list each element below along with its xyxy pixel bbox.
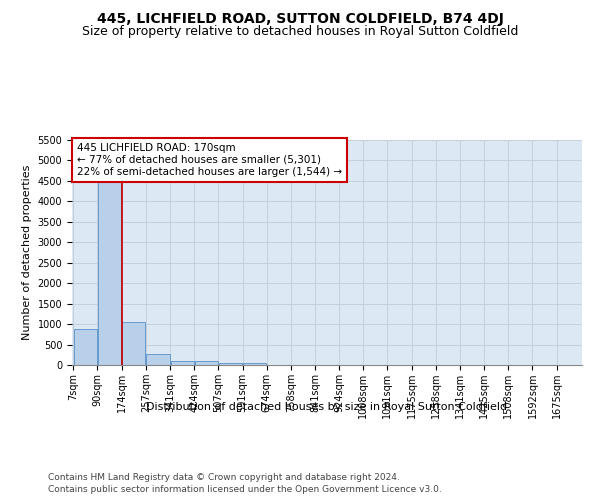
Bar: [146, 354, 170, 365]
Text: Contains HM Land Registry data © Crown copyright and database right 2024.: Contains HM Land Registry data © Crown c…: [48, 472, 400, 482]
Y-axis label: Number of detached properties: Number of detached properties: [22, 165, 32, 340]
Bar: [122, 322, 145, 365]
Bar: [98, 179, 121, 365]
Text: Contains public sector information licensed under the Open Government Licence v3: Contains public sector information licen…: [48, 485, 442, 494]
Text: Distribution of detached houses by size in Royal Sutton Coldfield: Distribution of detached houses by size …: [146, 402, 508, 412]
Bar: [195, 362, 218, 365]
Bar: [74, 330, 97, 365]
Bar: [243, 363, 266, 365]
Text: 445, LICHFIELD ROAD, SUTTON COLDFIELD, B74 4DJ: 445, LICHFIELD ROAD, SUTTON COLDFIELD, B…: [97, 12, 503, 26]
Bar: [219, 363, 242, 365]
Bar: [170, 361, 194, 365]
Text: 445 LICHFIELD ROAD: 170sqm
← 77% of detached houses are smaller (5,301)
22% of s: 445 LICHFIELD ROAD: 170sqm ← 77% of deta…: [77, 144, 342, 176]
Text: Size of property relative to detached houses in Royal Sutton Coldfield: Size of property relative to detached ho…: [82, 25, 518, 38]
